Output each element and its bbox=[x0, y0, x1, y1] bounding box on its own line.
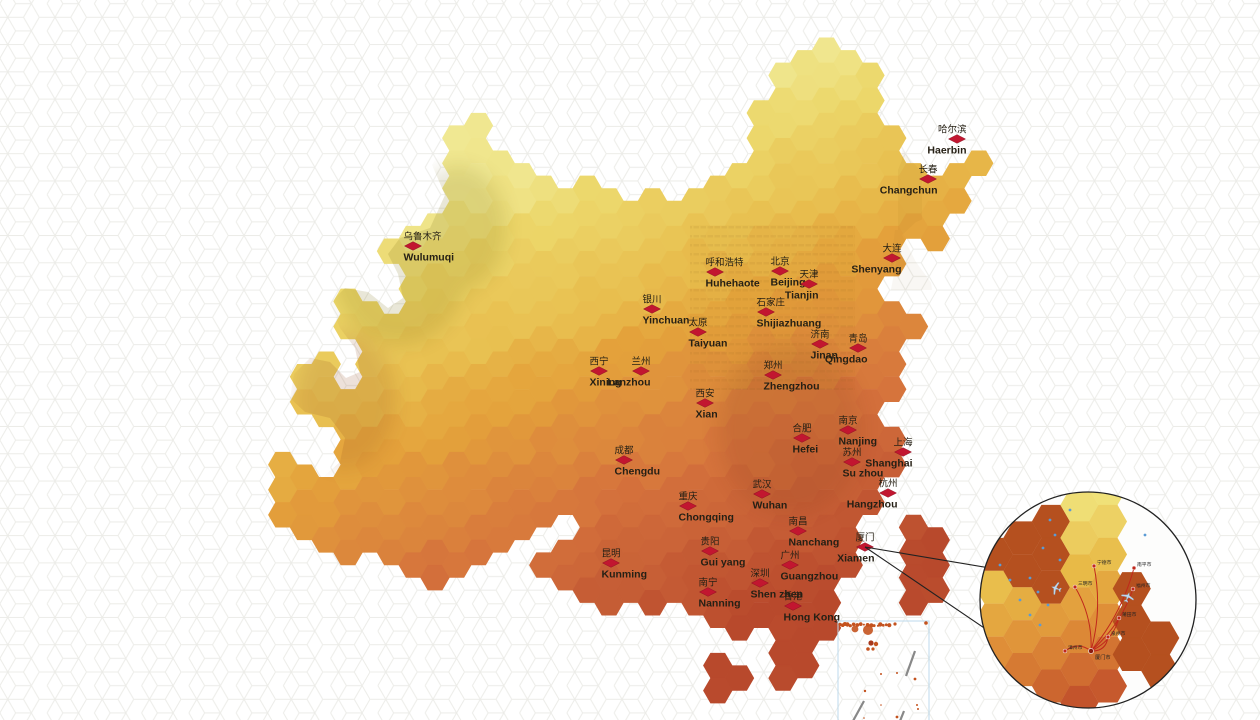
svg-text:Qingdao: Qingdao bbox=[825, 353, 868, 365]
svg-text:Wuhan: Wuhan bbox=[753, 499, 788, 511]
svg-text:长春: 长春 bbox=[918, 164, 938, 176]
svg-text:成都: 成都 bbox=[615, 445, 635, 457]
svg-text:大连: 大连 bbox=[882, 243, 902, 255]
svg-text:Nanchang: Nanchang bbox=[789, 536, 840, 548]
svg-text:青岛: 青岛 bbox=[848, 333, 867, 345]
svg-text:苏州: 苏州 bbox=[843, 447, 862, 459]
svg-text:南京: 南京 bbox=[839, 415, 858, 427]
svg-text:广州: 广州 bbox=[781, 550, 800, 562]
svg-text:Changchun: Changchun bbox=[880, 184, 938, 196]
svg-text:Nanning: Nanning bbox=[699, 597, 741, 609]
svg-text:银川: 银川 bbox=[643, 294, 662, 306]
svg-text:Gui yang: Gui yang bbox=[701, 556, 746, 568]
svg-text:合肥: 合肥 bbox=[793, 423, 813, 435]
svg-text:Hefei: Hefei bbox=[793, 443, 819, 455]
svg-text:兰州: 兰州 bbox=[631, 356, 650, 368]
svg-text:福州市: 福州市 bbox=[1136, 582, 1151, 589]
svg-text:Huhehaote: Huhehaote bbox=[706, 277, 760, 289]
svg-text:Haerbin: Haerbin bbox=[927, 144, 966, 156]
svg-text:Xian: Xian bbox=[696, 408, 718, 420]
svg-text:南宁: 南宁 bbox=[699, 577, 718, 589]
svg-text:厦门: 厦门 bbox=[855, 532, 874, 544]
svg-text:宁德市: 宁德市 bbox=[1097, 559, 1112, 566]
svg-text:Chengdu: Chengdu bbox=[615, 465, 661, 477]
svg-text:Yinchuan: Yinchuan bbox=[643, 314, 690, 326]
svg-text:Shenyang: Shenyang bbox=[851, 263, 901, 275]
svg-text:Kunming: Kunming bbox=[602, 568, 648, 580]
svg-text:郑州: 郑州 bbox=[764, 360, 783, 372]
svg-text:香港: 香港 bbox=[784, 591, 804, 603]
svg-text:南昌: 南昌 bbox=[789, 516, 808, 528]
svg-text:杭州: 杭州 bbox=[878, 478, 897, 490]
svg-text:Zhengzhou: Zhengzhou bbox=[764, 380, 820, 392]
svg-text:Hangzhou: Hangzhou bbox=[847, 498, 898, 510]
svg-text:哈尔滨: 哈尔滨 bbox=[938, 124, 967, 136]
svg-text:济南: 济南 bbox=[811, 329, 830, 341]
svg-text:三明市: 三明市 bbox=[1078, 580, 1093, 587]
svg-text:呼和浩特: 呼和浩特 bbox=[706, 257, 745, 269]
svg-text:西宁: 西宁 bbox=[590, 356, 609, 368]
svg-text:Taiyuan: Taiyuan bbox=[689, 337, 728, 349]
svg-text:昆明: 昆明 bbox=[602, 549, 621, 560]
svg-text:Chongqing: Chongqing bbox=[679, 511, 734, 523]
svg-text:厦门市: 厦门市 bbox=[1095, 653, 1111, 661]
svg-text:贵阳: 贵阳 bbox=[701, 536, 720, 548]
svg-text:西安: 西安 bbox=[696, 388, 715, 400]
svg-text:Xiamen: Xiamen bbox=[837, 552, 874, 564]
svg-text:武汉: 武汉 bbox=[753, 479, 773, 491]
svg-text:Shanghai: Shanghai bbox=[865, 457, 912, 469]
svg-text:上海: 上海 bbox=[893, 437, 913, 449]
svg-text:乌鲁木齐: 乌鲁木齐 bbox=[404, 231, 443, 243]
svg-text:漳州市: 漳州市 bbox=[1068, 644, 1083, 651]
svg-text:莆田市: 莆田市 bbox=[1122, 611, 1137, 618]
svg-text:Hong Kong: Hong Kong bbox=[784, 611, 841, 623]
svg-text:天津: 天津 bbox=[799, 270, 819, 281]
svg-text:Guangzhou: Guangzhou bbox=[781, 570, 839, 582]
svg-text:石家庄: 石家庄 bbox=[757, 297, 786, 309]
svg-text:太原: 太原 bbox=[689, 317, 708, 329]
svg-text:Lanzhou: Lanzhou bbox=[607, 376, 650, 388]
svg-text:泉州市: 泉州市 bbox=[1111, 630, 1126, 637]
svg-text:重庆: 重庆 bbox=[679, 491, 699, 503]
svg-text:北京: 北京 bbox=[771, 256, 790, 268]
svg-text:Wulumuqi: Wulumuqi bbox=[404, 251, 455, 263]
svg-text:南平市: 南平市 bbox=[1137, 561, 1152, 568]
svg-text:深圳: 深圳 bbox=[751, 569, 770, 580]
svg-text:Tianjin: Tianjin bbox=[785, 289, 819, 301]
svg-text:Shijiazhuang: Shijiazhuang bbox=[757, 317, 822, 329]
svg-text:Nanjing: Nanjing bbox=[839, 435, 878, 447]
